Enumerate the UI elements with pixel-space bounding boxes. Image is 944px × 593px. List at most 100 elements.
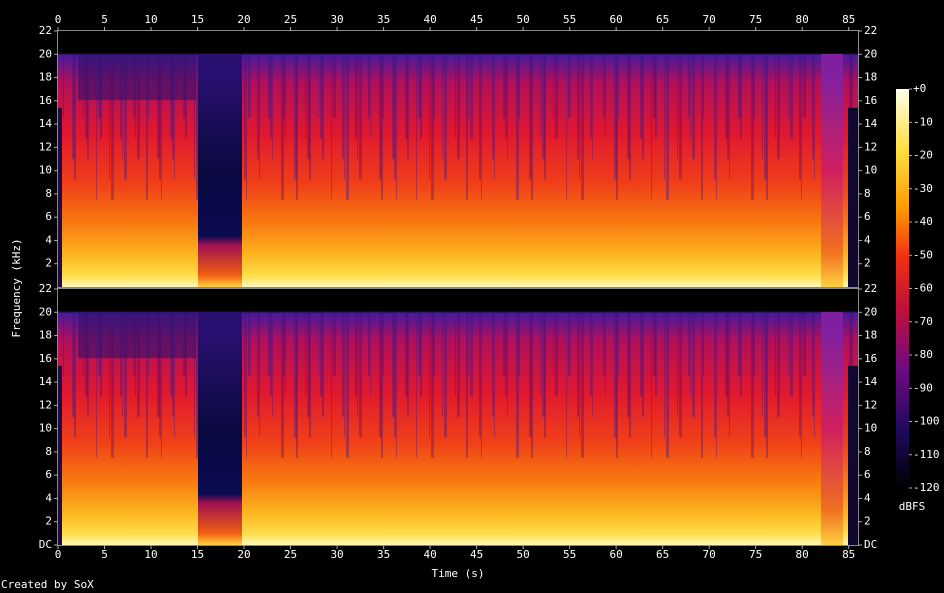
y-tick-label: 16: [39, 94, 52, 107]
spectrogram-streak: [268, 54, 271, 119]
spectrogram-streak: [729, 312, 730, 438]
spectrogram-streak: [542, 54, 545, 159]
y-tick-label: 18: [39, 71, 52, 84]
spectrogram-tail: [821, 312, 843, 545]
spectrogram-streak: [470, 54, 473, 139]
spectrogram-streak: [455, 312, 456, 397]
spectrogram-streak: [701, 54, 703, 200]
spectrogram-streak: [814, 54, 815, 180]
spectrogram-streak: [762, 312, 763, 417]
spectrogram-streak: [333, 312, 336, 377]
spectrogram-streak: [407, 312, 409, 417]
spectrogram-streak: [174, 54, 175, 180]
spectrogram-streak: [603, 312, 605, 377]
spectrogram-streak: [690, 54, 691, 139]
spectrogram-streak: [296, 312, 298, 458]
x-tick-label: 80: [796, 548, 809, 561]
spectrogram-streak: [96, 54, 97, 200]
spectrogram-streak: [579, 312, 580, 438]
y-tick-label: 2: [864, 515, 871, 528]
spectrogram-streak: [96, 312, 97, 458]
spectrogram-streak: [540, 54, 541, 139]
spectrogram-streak: [196, 312, 199, 458]
y-tick-label: 10: [39, 164, 52, 177]
spectrogram-streak: [479, 312, 481, 438]
spectrogram-streak: [433, 54, 435, 119]
x-tick-label: 65: [656, 13, 669, 26]
y-tick-label: 6: [45, 210, 52, 223]
spectrogram-streak: [72, 54, 75, 159]
spectrogram-streak: [738, 312, 741, 377]
spectrogram-streak: [640, 54, 643, 139]
y-tick-label: 10: [864, 164, 877, 177]
y-tick-label: 14: [39, 117, 53, 130]
x-tick-label: 30: [330, 548, 343, 561]
spectrogram-streak: [470, 312, 473, 397]
spectrogram-streak: [418, 312, 421, 377]
spectrogram-streak: [503, 312, 506, 377]
spectrogram-streak: [433, 312, 435, 377]
y-tick-label: 12: [39, 140, 52, 153]
y-tick-label: 8: [864, 445, 871, 458]
spectrogram-streak: [442, 54, 443, 159]
spectrogram-streak: [455, 54, 456, 139]
spectrogram-streak: [775, 312, 776, 397]
spectrogram-streak: [581, 54, 584, 200]
spectrogram-streak: [137, 312, 140, 417]
spectrogram-streak: [63, 312, 64, 377]
y-tick-label: 16: [864, 352, 877, 365]
spectrogram-streak: [416, 312, 417, 458]
spectrogram-streak: [244, 312, 246, 438]
spectrogram-streak: [63, 54, 64, 119]
spectrogram-streak: [725, 54, 728, 139]
spectrogram-streak: [603, 54, 605, 119]
spectrogram-streak: [679, 54, 682, 180]
spectrogram-streak: [394, 312, 396, 438]
colorbar-label: dBFS: [899, 500, 926, 513]
spectrogram-streak: [418, 54, 421, 119]
spectrogram-streak: [283, 312, 285, 377]
spectrogram-streak: [605, 54, 606, 139]
x-tick-label: 75: [749, 548, 762, 561]
spectrogram-streak: [653, 312, 656, 377]
spectrogram-streak: [394, 54, 396, 180]
spectrogram-streak: [124, 312, 127, 438]
spectrogram-streak: [322, 54, 324, 159]
spectrogram-streak: [283, 54, 285, 119]
spectrogram-streak: [566, 54, 567, 200]
spectrogram-streak: [688, 54, 690, 119]
spectrogram-high-band: [78, 54, 196, 101]
y-tick-label: 20: [864, 47, 877, 60]
spectrogram-streak: [246, 54, 247, 200]
spectrogram-streak: [618, 54, 619, 119]
spectrogram-streak: [725, 312, 728, 397]
spectrogram-streak: [431, 312, 434, 458]
spectrogram-streak: [553, 54, 554, 119]
spectrogram-streak: [655, 312, 657, 397]
spectrogram-streak: [642, 54, 644, 159]
y-tick-label: 2: [45, 515, 52, 528]
spectrogram-streak: [629, 54, 631, 180]
spectrogram-streak: [383, 312, 384, 377]
spectrogram-streak: [309, 54, 311, 180]
spectrogram-streak: [272, 312, 273, 417]
spectrogram-streak: [146, 54, 148, 200]
spectrogram-streak: [294, 312, 297, 438]
spectrogram-streak: [259, 54, 260, 180]
y-tick-label: 14: [39, 375, 53, 388]
y-tick-label: 18: [39, 329, 52, 342]
spectrogram-streak: [616, 54, 618, 200]
spectrogram-streak: [444, 312, 447, 438]
spectrogram-streak: [664, 54, 665, 180]
spectrogram-streak: [640, 312, 643, 397]
spectrogram-streak: [429, 54, 430, 180]
colorbar-tick-label: -90: [913, 381, 933, 394]
spectrogram-streak: [309, 312, 311, 438]
x-tick-label: 50: [516, 13, 529, 26]
y-tick-label: 4: [864, 233, 871, 246]
spectrogram-streak: [727, 312, 729, 417]
x-tick-label: 5: [101, 13, 108, 26]
y-tick-label: 16: [39, 352, 52, 365]
spectrogram-streak: [157, 312, 160, 417]
spectrogram-streak: [331, 312, 332, 458]
